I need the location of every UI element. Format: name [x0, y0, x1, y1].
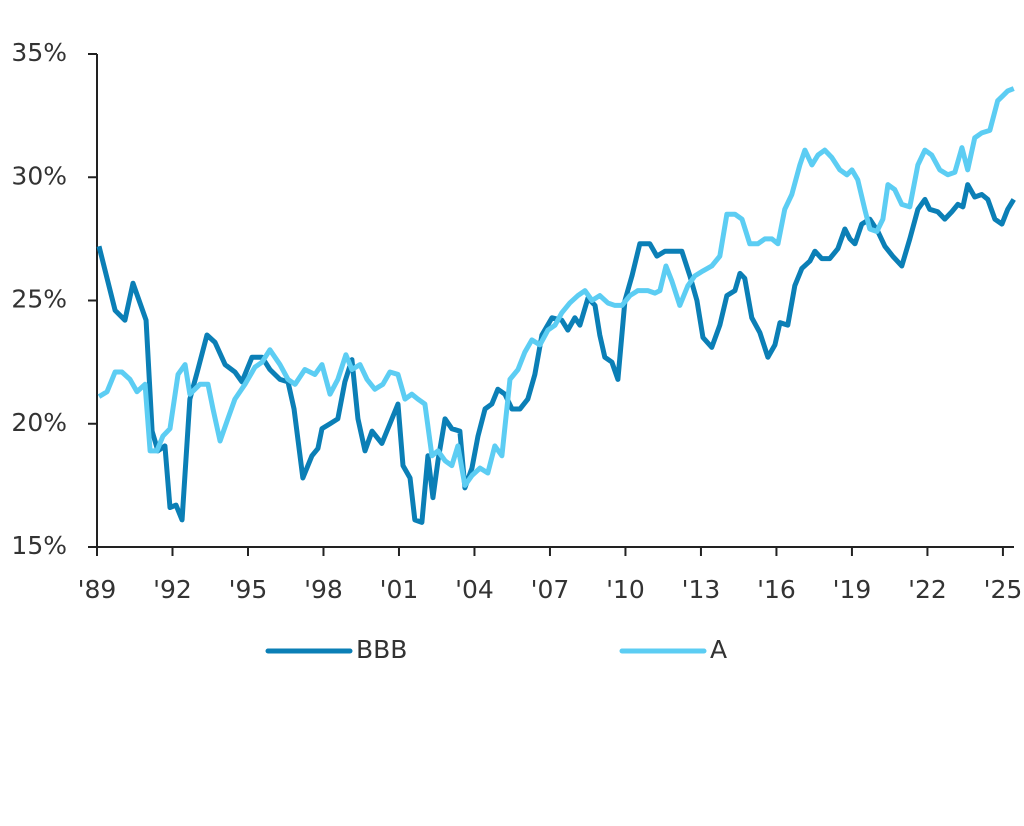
x-tick-label: '10: [606, 575, 645, 604]
x-tick-label: '89: [78, 575, 117, 604]
x-tick-label: '13: [682, 575, 721, 604]
y-tick-label: 20%: [11, 408, 67, 437]
x-tick-label: '98: [304, 575, 343, 604]
x-tick-label: '92: [153, 575, 192, 604]
legend-label: A: [710, 635, 727, 664]
y-tick-label: 30%: [11, 161, 67, 190]
x-tick-label: '22: [908, 575, 947, 604]
y-tick-label: 35%: [11, 38, 67, 67]
series-line: [97, 86, 1015, 488]
x-tick-label: '07: [531, 575, 570, 604]
y-tick-label: 25%: [11, 285, 67, 314]
x-tick-label: '95: [229, 575, 268, 604]
x-tick-label: '25: [984, 575, 1023, 604]
x-tick-label: '01: [380, 575, 419, 604]
series-line: [96, 182, 1016, 525]
x-tick-label: '16: [757, 575, 796, 604]
x-tick-label: '04: [455, 575, 494, 604]
legend-label: BBB: [356, 635, 407, 664]
x-tick-label: '19: [833, 575, 872, 604]
y-tick-label: 15%: [11, 531, 67, 560]
